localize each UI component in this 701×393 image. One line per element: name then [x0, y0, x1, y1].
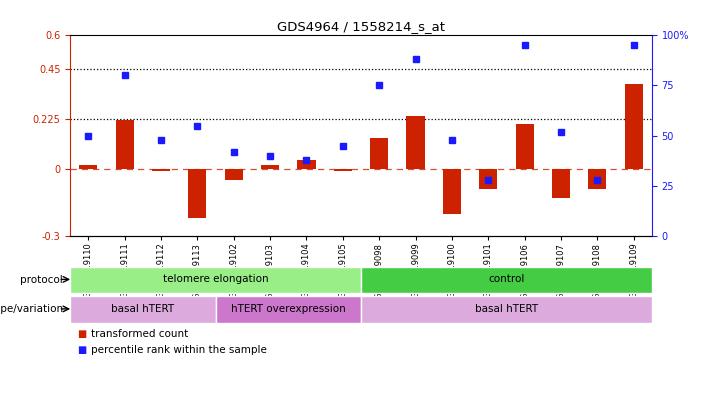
Bar	[216, 296, 361, 323]
Bar	[479, 169, 498, 189]
Bar	[79, 165, 97, 169]
Bar	[407, 116, 425, 169]
Bar	[70, 296, 216, 323]
Bar	[515, 125, 533, 169]
Bar	[334, 169, 352, 171]
Text: genotype/variation: genotype/variation	[0, 304, 63, 314]
Bar	[361, 296, 652, 323]
Text: control: control	[489, 274, 524, 285]
Bar	[443, 169, 461, 213]
Text: protocol: protocol	[20, 275, 63, 285]
Bar	[588, 169, 606, 189]
Bar	[297, 160, 315, 169]
Text: percentile rank within the sample: percentile rank within the sample	[91, 345, 267, 355]
Bar	[189, 169, 207, 218]
Text: ■: ■	[77, 329, 86, 339]
Bar	[625, 84, 643, 169]
Bar	[70, 267, 361, 293]
Bar	[152, 169, 170, 171]
Text: basal hTERT: basal hTERT	[475, 304, 538, 314]
Title: GDS4964 / 1558214_s_at: GDS4964 / 1558214_s_at	[277, 20, 445, 33]
Bar	[361, 267, 652, 293]
Text: transformed count: transformed count	[91, 329, 189, 339]
Text: hTERT overexpression: hTERT overexpression	[231, 304, 346, 314]
Bar	[224, 169, 243, 180]
Bar	[116, 120, 134, 169]
Text: basal hTERT: basal hTERT	[111, 304, 175, 314]
Bar	[552, 169, 570, 198]
Bar	[370, 138, 388, 169]
Text: telomere elongation: telomere elongation	[163, 274, 268, 285]
Bar	[261, 165, 279, 169]
Text: ■: ■	[77, 345, 86, 355]
